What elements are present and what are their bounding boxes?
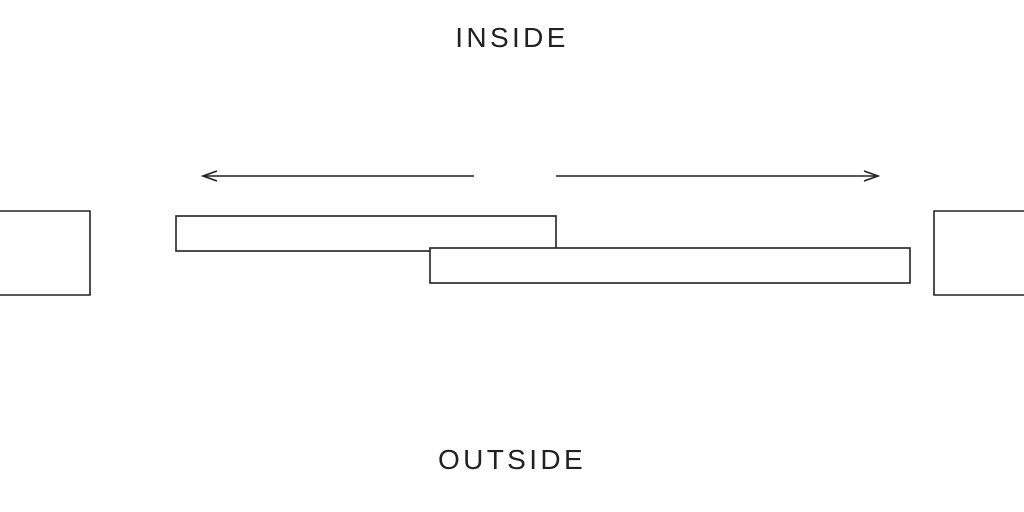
panel-bottom (430, 248, 910, 283)
wall-right (934, 211, 1024, 295)
wall-left (0, 211, 90, 295)
diagram-svg (0, 0, 1024, 512)
panel-top (176, 216, 556, 251)
